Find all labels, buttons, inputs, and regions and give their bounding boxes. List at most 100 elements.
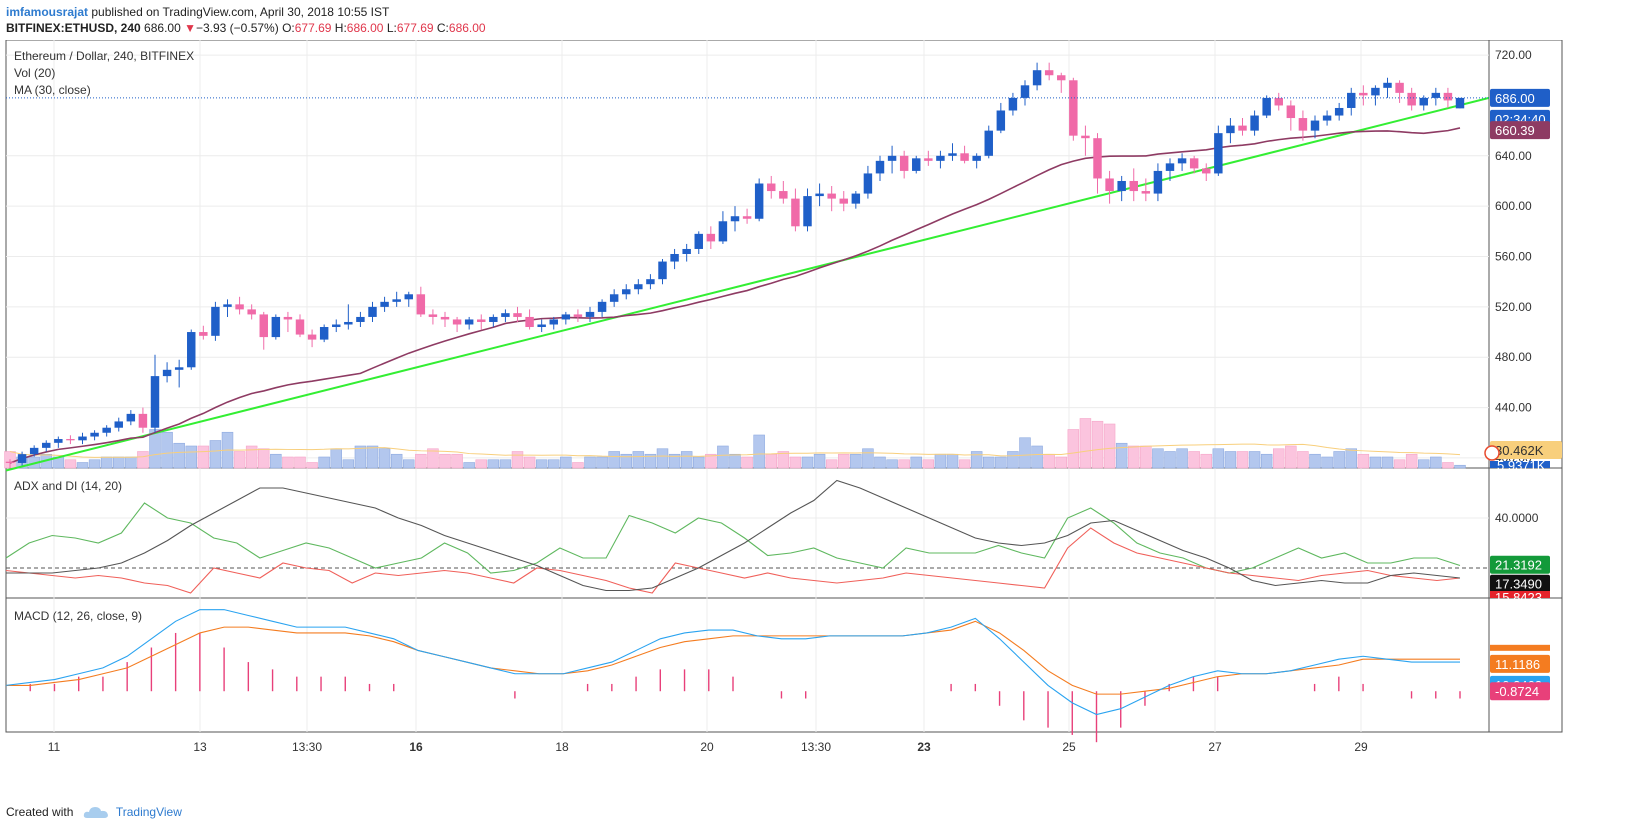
symbol-label: BITFINEX:ETHUSD, 240	[6, 21, 141, 35]
adx-tag: 17.3490	[1495, 577, 1542, 592]
low-value: 677.69	[396, 21, 434, 35]
volume-bar	[995, 456, 1007, 469]
candle-body	[609, 294, 619, 302]
volume-bar	[1442, 462, 1454, 469]
candle-body	[1214, 133, 1223, 174]
di-minus-tag: 15.8423	[1495, 590, 1542, 605]
volume-bar	[1297, 451, 1309, 469]
macd-line	[5, 609, 1460, 716]
candle-body	[114, 421, 123, 428]
histogram-tag: -0.8724	[1495, 684, 1539, 699]
candle-body	[464, 319, 474, 325]
tradingview-link[interactable]: TradingView	[115, 805, 182, 819]
candle-body	[597, 301, 607, 312]
volume-bar	[765, 453, 777, 469]
adx-y-tick: 40.0000	[1495, 511, 1539, 525]
volume-bar	[572, 462, 584, 469]
footer: Created with TradingView	[6, 805, 182, 819]
change-arrow-icon: ▼	[184, 21, 196, 35]
volume-bar	[1212, 448, 1225, 469]
candle-body	[452, 319, 462, 325]
candle-body	[863, 173, 873, 194]
volume-bar	[76, 462, 89, 469]
open-value: 677.69	[294, 21, 332, 35]
adx-legend: ADX and DI (14, 20)	[14, 479, 122, 493]
chart-canvas[interactable]: 11 13 13:30 16 18 20 13:30 23 25 27 29 720.00 640.00…	[0, 40, 1649, 800]
di-plus-tag: 21.3192	[1495, 558, 1542, 573]
volume-bar	[813, 453, 826, 469]
volume-bar	[233, 451, 246, 469]
volume-bar	[125, 456, 137, 469]
signal-tag-bg	[1490, 654, 1550, 673]
volume-bar	[753, 434, 765, 469]
volume-bar	[668, 453, 681, 469]
volume-bar	[838, 453, 850, 469]
ma-value-tag-bg	[1490, 121, 1550, 140]
volume-bar	[439, 453, 451, 469]
volume-bar	[1140, 445, 1152, 469]
y-tick-label: 640.00	[1495, 149, 1532, 163]
candle-body	[489, 316, 498, 322]
volume-bar	[632, 451, 645, 469]
volume-bar	[1007, 451, 1019, 469]
close-label: C:	[436, 21, 449, 35]
author-name[interactable]: imfamousrajat	[6, 5, 89, 19]
signal-line	[6, 620, 1460, 695]
volume-bar	[1285, 445, 1297, 469]
candle-body	[271, 316, 281, 338]
close-value: 686.00	[448, 21, 486, 35]
volume-value-tag: 30.462K	[1495, 443, 1544, 458]
candle-body	[718, 221, 728, 242]
candle-body	[779, 191, 788, 199]
chart-frame	[5, 40, 1563, 733]
volume-bar	[922, 459, 935, 469]
volume-bar	[1381, 456, 1394, 469]
candle-body	[682, 248, 691, 254]
change-value: −3.93 (−0.57%)	[195, 21, 279, 35]
volume-bar	[463, 462, 475, 469]
candle-body	[754, 183, 764, 219]
candle-body	[1020, 85, 1030, 98]
volume-bar	[1188, 451, 1200, 469]
candle-body	[5, 461, 15, 463]
candle-body	[440, 316, 450, 320]
candle-body	[1407, 92, 1416, 106]
candle-body	[126, 413, 136, 422]
candle-body	[344, 321, 353, 325]
candle-body	[1274, 97, 1283, 106]
candle-body	[477, 319, 486, 322]
candle-body	[1443, 92, 1453, 101]
candle-body	[29, 447, 39, 455]
volume-bar	[415, 453, 427, 469]
x-tick-label: 27	[1208, 740, 1222, 754]
volume-bar	[1067, 429, 1080, 469]
volume-bar	[560, 456, 572, 469]
volume-bar	[1309, 453, 1321, 469]
volume-bar	[1176, 448, 1188, 469]
candle-body	[1069, 80, 1078, 136]
volume-bar	[137, 451, 149, 469]
volume-bar	[1091, 420, 1104, 469]
volume-bar	[1321, 456, 1333, 469]
candle-body	[199, 332, 208, 336]
candle-body	[1347, 92, 1356, 108]
candle-body	[1008, 97, 1018, 111]
y-tick-label: 520.00	[1495, 300, 1532, 314]
candle-body	[984, 130, 993, 156]
volume-bar	[983, 456, 995, 469]
volume-bar	[741, 456, 753, 469]
volume-bar	[874, 456, 886, 469]
candle-body	[791, 198, 800, 227]
volume-bar	[789, 456, 802, 469]
volume-bar	[185, 445, 197, 469]
candle-body	[912, 158, 921, 171]
candle-body	[1153, 170, 1163, 194]
volume-value-tag-bg	[1490, 441, 1562, 459]
y-tick-label: 720.00	[1495, 48, 1532, 62]
volume-bar	[113, 456, 125, 469]
volume-bar	[1128, 445, 1140, 469]
high-value: 686.00	[346, 21, 384, 35]
candle-body	[1226, 125, 1235, 134]
candle-body	[1298, 118, 1308, 131]
volume-bar	[1031, 445, 1043, 469]
